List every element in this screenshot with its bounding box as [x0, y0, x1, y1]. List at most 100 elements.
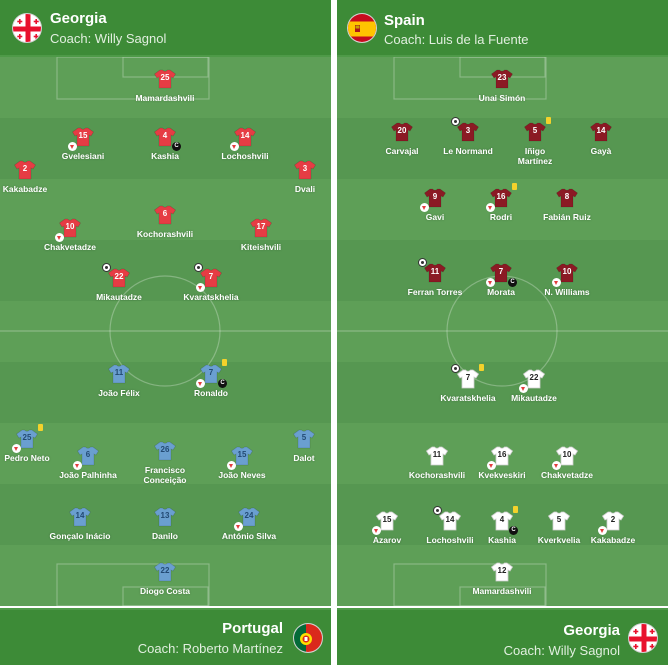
player[interactable]: 2 Kakabadze	[0, 160, 70, 194]
player[interactable]: 7 Kvaratskhelia	[423, 364, 513, 403]
player-name: Morata	[487, 287, 515, 297]
shirt-icon: 15	[227, 446, 253, 470]
player[interactable]: 14 Lochoshvili	[405, 506, 495, 545]
shirt-number: 2	[22, 164, 28, 173]
shirt-number: 14	[75, 511, 85, 520]
player[interactable]: 22 Diogo Costa	[120, 562, 210, 596]
team-name: Georgia	[50, 10, 107, 27]
player[interactable]: 24 António Silva	[204, 507, 294, 541]
shirt-number: 15	[78, 131, 88, 140]
player[interactable]: 3 Dvali	[260, 160, 331, 194]
player-name: Kakabadze	[590, 535, 636, 545]
player-name: Lochoshvili	[221, 151, 269, 161]
shirt-number: 6	[162, 209, 168, 218]
player[interactable]: 14 Gonçalo Inácio	[35, 507, 125, 541]
player[interactable]: 11 João Félix	[74, 364, 164, 398]
player[interactable]: 9 Gavi	[390, 188, 480, 222]
shirt-number: 7	[498, 267, 504, 276]
shirt-number: 3	[465, 126, 471, 135]
player-name: Kochorashvili	[408, 470, 466, 480]
player[interactable]: 16 Rodri	[456, 183, 546, 222]
shirt-icon: 16	[487, 446, 513, 470]
shirt-icon: 22	[519, 369, 545, 393]
player[interactable]: 10 Chakvetadze	[522, 446, 612, 480]
shirt-number: 10	[562, 450, 572, 459]
captain-icon: C	[172, 142, 181, 151]
player-name: Kiteishvili	[240, 242, 282, 252]
shirt-number: 25	[22, 433, 32, 442]
player[interactable]: 5 Iñigo Martínez	[490, 117, 580, 166]
player-name: Francisco Conceição	[143, 465, 187, 485]
shirt-number: 13	[160, 511, 170, 520]
coach-name: Coach: Willy Sagnol	[503, 643, 620, 658]
pitch: 25 Mamardashvili 15 Gvelesiani 4 C Kashia 14 Loc…	[0, 57, 331, 606]
shirt-icon: 25	[12, 424, 43, 453]
player-name: Dalot	[293, 453, 315, 463]
player-name: António Silva	[221, 531, 277, 541]
player[interactable]: 5 Dalot	[259, 429, 331, 463]
player[interactable]: 6 Kochorashvili	[120, 205, 210, 239]
player[interactable]: 7 C Morata	[456, 263, 546, 297]
player[interactable]: 7 C Ronaldo	[166, 359, 256, 398]
sub-arrow-icon	[552, 278, 561, 287]
shirt-icon: 23	[491, 69, 513, 89]
player[interactable]: 23 Unai Simón	[457, 69, 547, 103]
player[interactable]: 13 Danilo	[120, 507, 210, 541]
shirt-icon: 7	[194, 263, 222, 292]
yellow-card-icon	[479, 364, 484, 371]
player-name: Ronaldo	[194, 388, 228, 398]
shirt-icon: 22	[102, 263, 130, 288]
player[interactable]: 14 Gayà	[556, 122, 646, 156]
sub-arrow-icon	[227, 461, 236, 470]
spain-flag-icon	[347, 13, 377, 43]
player[interactable]: 15 Azarov	[342, 511, 432, 545]
player[interactable]: 22 Mikautadze	[489, 369, 579, 403]
player[interactable]: 15 João Neves	[197, 446, 287, 480]
player[interactable]: 25 Mamardashvili	[120, 69, 210, 103]
player-name: Dvali	[294, 184, 316, 194]
player[interactable]: 8 Fabián Ruiz	[522, 188, 612, 222]
player[interactable]: 25 Pedro Neto	[0, 424, 72, 463]
player[interactable]: 17 Kiteishvili	[216, 218, 306, 252]
shirt-icon: 16	[486, 183, 517, 212]
player[interactable]: 20 Carvajal	[357, 122, 447, 156]
sub-arrow-icon	[12, 444, 21, 453]
shirt-number: 4	[499, 515, 505, 524]
player[interactable]: 5 Kverkvelia	[514, 511, 604, 545]
player[interactable]: 6 João Palhinha	[43, 446, 133, 480]
player[interactable]: 4 C Kashia	[457, 506, 547, 545]
player[interactable]: 16 Kvekveskiri	[457, 446, 547, 480]
shirt-number: 22	[114, 272, 124, 281]
team-header-top: Spain Coach: Luis de la Fuente	[337, 0, 668, 57]
player-name: João Neves	[218, 470, 266, 480]
georgia-flag-icon	[12, 13, 42, 43]
shirt-icon: 24	[234, 507, 260, 531]
player-name: Gavi	[425, 212, 445, 222]
player[interactable]: 4 C Kashia	[120, 127, 210, 161]
shirt-number: 6	[85, 450, 91, 459]
player[interactable]: 10 N. Williams	[522, 263, 612, 297]
shirt-number: 2	[610, 515, 616, 524]
shirt-number: 15	[237, 450, 247, 459]
player[interactable]: 15 Gvelesiani	[38, 127, 128, 161]
player[interactable]: 12 Mamardashvili	[457, 562, 547, 596]
player[interactable]: 22 Mikautadze	[74, 263, 164, 302]
player[interactable]: 2 Kakabadze	[568, 511, 658, 545]
player[interactable]: 11 Ferran Torres	[390, 258, 480, 297]
ball-icon	[102, 263, 111, 272]
player[interactable]: 26 Francisco Conceição	[120, 441, 210, 485]
player[interactable]: 11 Kochorashvili	[392, 446, 482, 480]
player-name: N. Williams	[544, 287, 590, 297]
shirt-icon: 14	[590, 122, 612, 142]
shirt-number: 14	[240, 131, 250, 140]
shirt-icon: 20	[391, 122, 413, 142]
player[interactable]: 7 Kvaratskhelia	[166, 263, 256, 302]
player[interactable]: 10 Chakvetadze	[25, 218, 115, 252]
lineup-panel-right: Spain Coach: Luis de la Fuente 23 Unai Si…	[337, 0, 668, 665]
player[interactable]: 14 Lochoshvili	[200, 127, 290, 161]
player[interactable]: 3 Le Normand	[423, 117, 513, 156]
shirt-icon: 13	[154, 507, 176, 527]
sub-arrow-icon	[552, 461, 561, 470]
player-name: Diogo Costa	[139, 586, 191, 596]
shirt-number: 12	[497, 566, 507, 575]
